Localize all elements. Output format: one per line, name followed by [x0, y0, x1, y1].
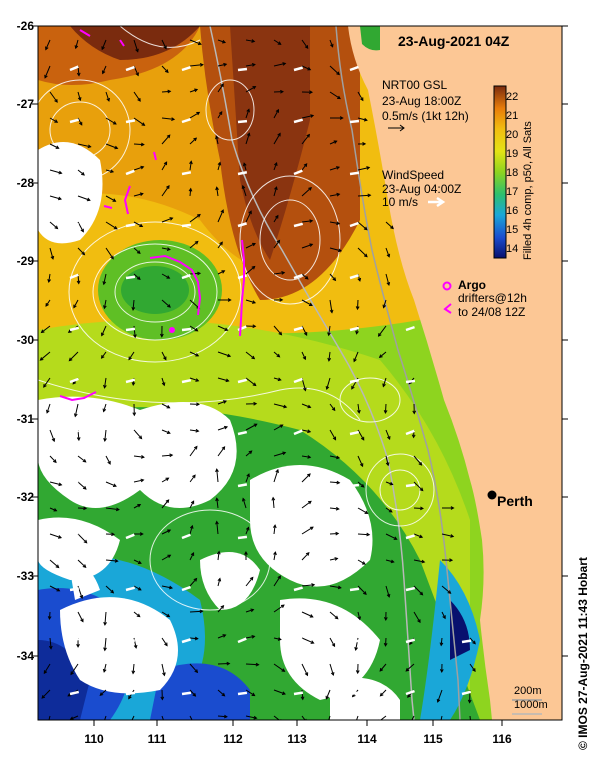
colorbar-label-wrap: Filled 4h comp, p50, All Sats [522, 88, 538, 260]
lat-tick-label: -32 [16, 490, 34, 504]
current-legend-line3: 0.5m/s (1kt 12h) [382, 109, 469, 123]
colorbar-label: Filled 4h comp, p50, All Sats [522, 121, 534, 260]
colorbar-tick: 19 [506, 148, 519, 160]
colorbar-tick: 15 [506, 224, 519, 236]
argo-legend-line3: to 24/08 12Z [458, 305, 526, 319]
current-legend-line1: NRT00 GSL [382, 78, 448, 92]
perth-marker [487, 490, 497, 500]
axis-ticks [32, 25, 568, 726]
sst-field [38, 26, 562, 720]
colorbar-tick: 21 [506, 110, 519, 122]
wind-vectors [69, 65, 472, 696]
colorbar-tick: 18 [506, 167, 519, 179]
colorbar-tick: 16 [506, 205, 519, 217]
wind-legend-line1: WindSpeed [382, 168, 445, 182]
argo-drifters [59, 29, 245, 402]
colorbar-tick: 20 [506, 129, 519, 141]
argo-legend-symbols [442, 281, 452, 314]
wind-legend-line3: 10 m/s [382, 195, 419, 209]
map-title: 23-Aug-2021 04Z [398, 33, 510, 49]
lat-tick-label: -29 [16, 254, 34, 268]
current-legend-line2: 23-Aug 18:00Z [382, 94, 462, 108]
city-label-perth: Perth [497, 493, 533, 509]
lat-tick-label: -34 [16, 649, 34, 663]
argo-float [169, 327, 175, 333]
lat-tick-label: -31 [16, 412, 34, 426]
lon-tick-label: 114 [357, 732, 377, 746]
colorbar-tick: 14 [506, 243, 519, 255]
lon-tick-label: 116 [492, 732, 512, 746]
argo-legend-line1: Argo [458, 278, 486, 292]
argo-legend-line2: drifters@12h [458, 291, 527, 305]
lon-tick-label: 111 [147, 732, 167, 746]
lon-tick-label: 112 [223, 732, 243, 746]
colorbar [493, 85, 507, 259]
isobath-legend-200: 200m [514, 685, 542, 697]
lon-tick-label: 113 [287, 732, 307, 746]
colorbar-tick: 17 [506, 186, 519, 198]
current-legend-arrow [388, 124, 405, 132]
credit-wrap: © IMOS 27-Aug-2021 11:43 Hobart [574, 540, 596, 750]
lat-tick-label: -27 [16, 97, 34, 111]
colorbar-tick: 22 [506, 91, 519, 103]
lon-tick-label: 115 [423, 732, 443, 746]
sla-contours [38, 26, 435, 611]
wind-legend-line2: 23-Aug 04:00Z [382, 182, 462, 196]
lat-tick-label: -26 [16, 19, 34, 33]
current-vectors [39, 39, 476, 720]
land-western-australia [348, 26, 562, 720]
lat-tick-label: -28 [16, 176, 34, 190]
lon-tick-label: 110 [84, 732, 104, 746]
isobath-legend-lines [512, 699, 542, 715]
lat-tick-label: -30 [16, 333, 34, 347]
isobath-legend-1000: 1000m [514, 699, 548, 711]
lat-tick-label: -33 [16, 569, 34, 583]
credit-text: © IMOS 27-Aug-2021 11:43 Hobart [576, 557, 590, 750]
wind-legend-arrow [428, 196, 446, 208]
